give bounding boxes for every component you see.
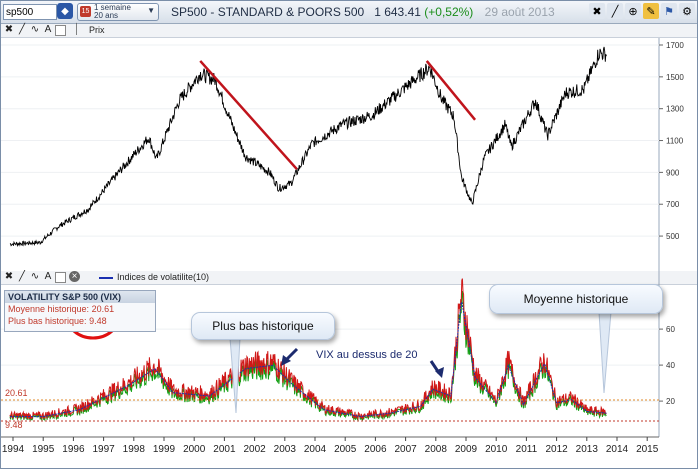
x-axis-tick-label: 2014 [606,444,629,455]
indicator-icon[interactable]: ∿ [30,24,40,35]
main-y-tick-label: 900 [666,168,680,177]
vol-axis-area [660,285,697,437]
vol-y-tick-label: 60 [666,325,675,334]
main-y-tick-label: 500 [666,232,680,241]
x-axis-tick-label: 1997 [92,444,115,455]
pencil-icon[interactable]: ✎ [643,3,659,19]
x-axis-tick-label: 2007 [394,444,417,455]
x-axis-tick-label: 1999 [153,444,176,455]
info-low-row: Plus bas historique: 9.48 [5,315,155,327]
x-axis-tick-label: 2003 [274,444,297,455]
right-toolbar: ✖ ╱ ⊕ ✎ ⚑ ⚙ [589,3,695,19]
info-mean-value: 20.61 [91,304,115,314]
period-selector[interactable]: 15 1 semaine 20 ans ▼ [77,3,159,21]
vol-panel-toolstrip: ✖ ╱ ∿ A × Indices de volatilite(10) [1,271,697,285]
indicator-icon[interactable]: ∿ [30,271,40,282]
crosshair-icon[interactable]: ✖ [4,271,14,282]
x-axis-tick-label: 2012 [545,444,568,455]
x-axis-tick-label: 2013 [576,444,599,455]
main-legend: Prix [89,25,105,35]
window-icon[interactable] [55,25,66,36]
main-y-tick-label: 700 [666,200,680,209]
x-axis-tick-label: 2005 [334,444,357,455]
quote-date: 29 août 2013 [484,5,555,19]
crosshair-icon[interactable]: ✖ [589,3,605,19]
main-panel-toolstrip: ✖ ╱ ∿ A │ Prix [1,24,697,38]
close-icon[interactable]: × [69,271,80,282]
vix-series-blue [10,301,607,418]
main-y-tick-label: 1500 [666,73,684,82]
x-axis-bg [1,437,697,468]
symbol-input[interactable] [3,4,57,20]
main-y-tick-label: 1700 [666,41,684,50]
x-axis-tick-label: 1998 [123,444,146,455]
x-axis-tick-label: 2008 [425,444,448,455]
vix-note: VIX au dessus de 20 [316,349,418,361]
search-icon[interactable]: ◆ [57,3,73,19]
mean-callout: Moyenne historique [489,284,663,314]
info-mean-row: Moyenne historique: 20.61 [5,303,155,315]
legend-line [99,277,113,279]
vix-series-red [9,278,607,421]
last-price: 1 643.41 [374,5,421,19]
x-axis-tick-label: 2010 [485,444,508,455]
candle-icon: │ [73,24,81,35]
main-y-tick-label: 1300 [666,105,684,114]
vol-y-tick-label: 40 [666,361,675,370]
instrument-name: SP500 - STANDARD & POORS 500 [171,5,365,19]
x-axis-tick-label: 1994 [2,444,25,455]
mean-level-label: 20.61 [5,388,28,398]
info-low-label: Plus bas historique: [8,316,87,326]
period-line1: 1 semaine [94,3,131,12]
x-axis-tick-label: 2001 [213,444,236,455]
vol-legend: Indices de volatilite(10) [117,272,210,282]
low-level-label: 9.48 [5,420,23,430]
line-chart-icon[interactable]: ╱ [18,271,26,282]
chevron-down-icon: ▼ [147,6,155,15]
x-axis-tick-label: 2000 [183,444,206,455]
arrow-2002-head [281,355,291,366]
info-mean-label: Moyenne historique: [8,304,90,314]
arrow-2007-head [435,367,444,378]
low-callout: Plus bas historique [191,312,335,340]
x-axis-tick-label: 2002 [243,444,266,455]
line-tool-icon[interactable]: ╱ [607,3,623,19]
text-icon[interactable]: A [44,271,52,282]
info-title: VOLATILITY S&P 500 (VIX) [5,291,155,303]
x-axis-tick-label: 2015 [636,444,659,455]
vix-info-box: VOLATILITY S&P 500 (VIX) Moyenne histori… [4,290,156,332]
info-low-value: 9.48 [89,316,107,326]
x-axis-tick-label: 1995 [32,444,55,455]
text-icon[interactable]: A [44,24,52,35]
crosshair-icon[interactable]: ✖ [4,24,14,35]
flag-icon[interactable]: ⚑ [661,3,677,19]
line-chart-icon[interactable]: ╱ [18,24,26,35]
x-axis-tick-label: 2011 [516,444,538,455]
trendline-2007 [425,60,477,121]
window-icon[interactable] [55,272,66,283]
x-axis-tick-label: 2009 [455,444,478,455]
settings-icon[interactable]: ⚙ [679,3,695,19]
x-axis-tick-label: 1996 [62,444,85,455]
main-y-tick-label: 1100 [666,137,684,146]
main-panel-bg [1,38,697,270]
x-axis-tick-label: 2004 [304,444,327,455]
x-axis-tick-label: 2006 [364,444,387,455]
trendline-2000 [199,60,298,171]
price-change: (+0,52%) [424,5,474,19]
zoom-icon[interactable]: ⊕ [625,3,641,19]
calendar-icon: 15 [80,6,91,17]
vol-y-tick-label: 20 [666,397,675,406]
top-toolbar: ◆ 15 1 semaine 20 ans ▼ SP500 - STANDARD… [1,1,697,24]
period-line2: 20 ans [94,11,119,20]
instrument-title: SP500 - STANDARD & POORS 500 1 643.41 (+… [171,5,555,19]
price-series-line [9,46,607,248]
